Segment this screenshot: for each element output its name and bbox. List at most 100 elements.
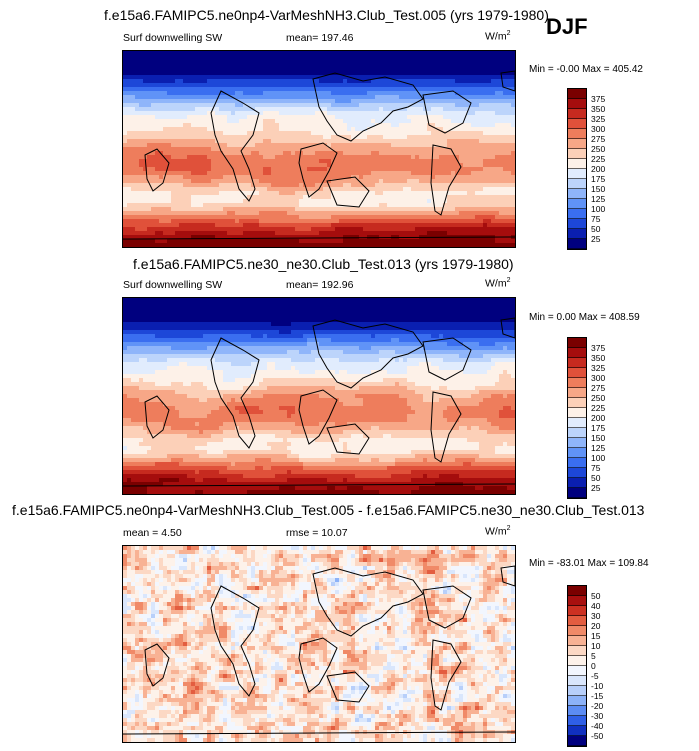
heatmap-cell	[127, 183, 131, 187]
heatmap-cell	[191, 167, 195, 171]
heatmap-cell	[243, 103, 247, 107]
heatmap-cell	[487, 211, 491, 215]
heatmap-cell	[495, 127, 499, 131]
heatmap-cell	[235, 51, 239, 55]
season-label: DJF	[546, 14, 588, 39]
heatmap-cell	[187, 147, 191, 151]
heatmap-cell	[439, 151, 443, 155]
heatmap-cell	[507, 119, 511, 123]
heatmap-cell	[431, 239, 435, 243]
heatmap-cell	[207, 163, 211, 167]
heatmap-cell	[399, 211, 403, 215]
heatmap-cell	[443, 179, 447, 183]
colorbar-segment	[568, 209, 586, 219]
heatmap-cell	[407, 175, 411, 179]
heatmap-cell	[239, 151, 243, 155]
heatmap-cell	[219, 59, 223, 63]
heatmap-cell	[195, 199, 199, 203]
heatmap-cell	[311, 151, 315, 155]
heatmap-cell	[363, 107, 367, 111]
heatmap-cell	[135, 51, 139, 55]
heatmap-cell	[399, 139, 403, 143]
heatmap-cell	[387, 119, 391, 123]
heatmap-cell	[487, 75, 491, 79]
heatmap-cell	[423, 87, 427, 91]
heatmap-cell	[451, 187, 455, 191]
heatmap-cell	[347, 215, 351, 219]
heatmap-cell	[423, 215, 427, 219]
heatmap-cell	[239, 139, 243, 143]
heatmap-cell	[163, 71, 167, 75]
heatmap-cell	[223, 199, 227, 203]
heatmap-cell	[351, 227, 355, 231]
heatmap-cell	[135, 298, 139, 302]
heatmap-cell	[247, 63, 251, 67]
heatmap-cell	[315, 171, 319, 175]
heatmap-cell	[179, 143, 183, 147]
heatmap-cell	[483, 183, 487, 187]
heatmap-cell	[327, 95, 331, 99]
heatmap-cell	[487, 199, 491, 203]
heatmap-cell	[371, 187, 375, 191]
heatmap-cell	[351, 103, 355, 107]
heatmap-cell	[247, 75, 251, 79]
heatmap-cell	[303, 239, 307, 243]
heatmap-cell	[407, 183, 411, 187]
heatmap-cell	[223, 187, 227, 191]
heatmap-cell	[139, 199, 143, 203]
heatmap-cell	[151, 191, 155, 195]
heatmap-cell	[283, 211, 287, 215]
heatmap-cell	[467, 143, 471, 147]
heatmap-cell	[227, 123, 231, 127]
heatmap-cell	[471, 239, 475, 243]
heatmap-cell	[467, 167, 471, 171]
heatmap-cell	[495, 83, 499, 87]
heatmap-cell	[335, 298, 339, 302]
heatmap-cell	[223, 63, 227, 67]
heatmap-cell	[339, 171, 343, 175]
heatmap-cell	[371, 75, 375, 79]
heatmap-cell	[235, 227, 239, 231]
heatmap-cell	[323, 243, 327, 247]
heatmap-cell	[163, 191, 167, 195]
heatmap-cell	[503, 131, 507, 135]
heatmap-cell	[203, 187, 207, 191]
heatmap-cell	[411, 75, 415, 79]
heatmap-cell	[219, 95, 223, 99]
heatmap-cell	[275, 302, 279, 306]
heatmap-cell	[143, 235, 147, 239]
heatmap-cell	[163, 79, 167, 83]
heatmap-cell	[463, 298, 467, 302]
heatmap-cell	[147, 298, 151, 302]
heatmap-cell	[183, 87, 187, 91]
heatmap-cell	[163, 119, 167, 123]
heatmap-cell	[347, 67, 351, 71]
heatmap-cell	[155, 131, 159, 135]
heatmap-cell	[151, 167, 155, 171]
heatmap-cell	[443, 223, 447, 227]
heatmap-cell	[499, 211, 503, 215]
heatmap-cell	[139, 55, 143, 59]
heatmap-cell	[327, 215, 331, 219]
heatmap-cell	[487, 203, 491, 207]
heatmap-cell	[355, 227, 359, 231]
heatmap-cell	[355, 235, 359, 239]
heatmap-cell	[447, 207, 451, 211]
heatmap-cell	[323, 123, 327, 127]
heatmap-cell	[403, 227, 407, 231]
heatmap-cell	[479, 135, 483, 139]
heatmap-cell	[191, 227, 195, 231]
heatmap-cell	[371, 155, 375, 159]
heatmap-cell	[171, 298, 175, 302]
heatmap-cell	[215, 219, 219, 223]
heatmap-cell	[499, 95, 503, 99]
heatmap-cell	[203, 75, 207, 79]
heatmap-cell	[339, 91, 343, 95]
heatmap-cell	[439, 143, 443, 147]
heatmap-cell	[207, 231, 211, 235]
colorbar-segment	[568, 159, 586, 169]
heatmap-cell	[375, 51, 379, 55]
heatmap-cell	[191, 211, 195, 215]
heatmap-cell	[491, 151, 495, 155]
heatmap-cell	[403, 171, 407, 175]
